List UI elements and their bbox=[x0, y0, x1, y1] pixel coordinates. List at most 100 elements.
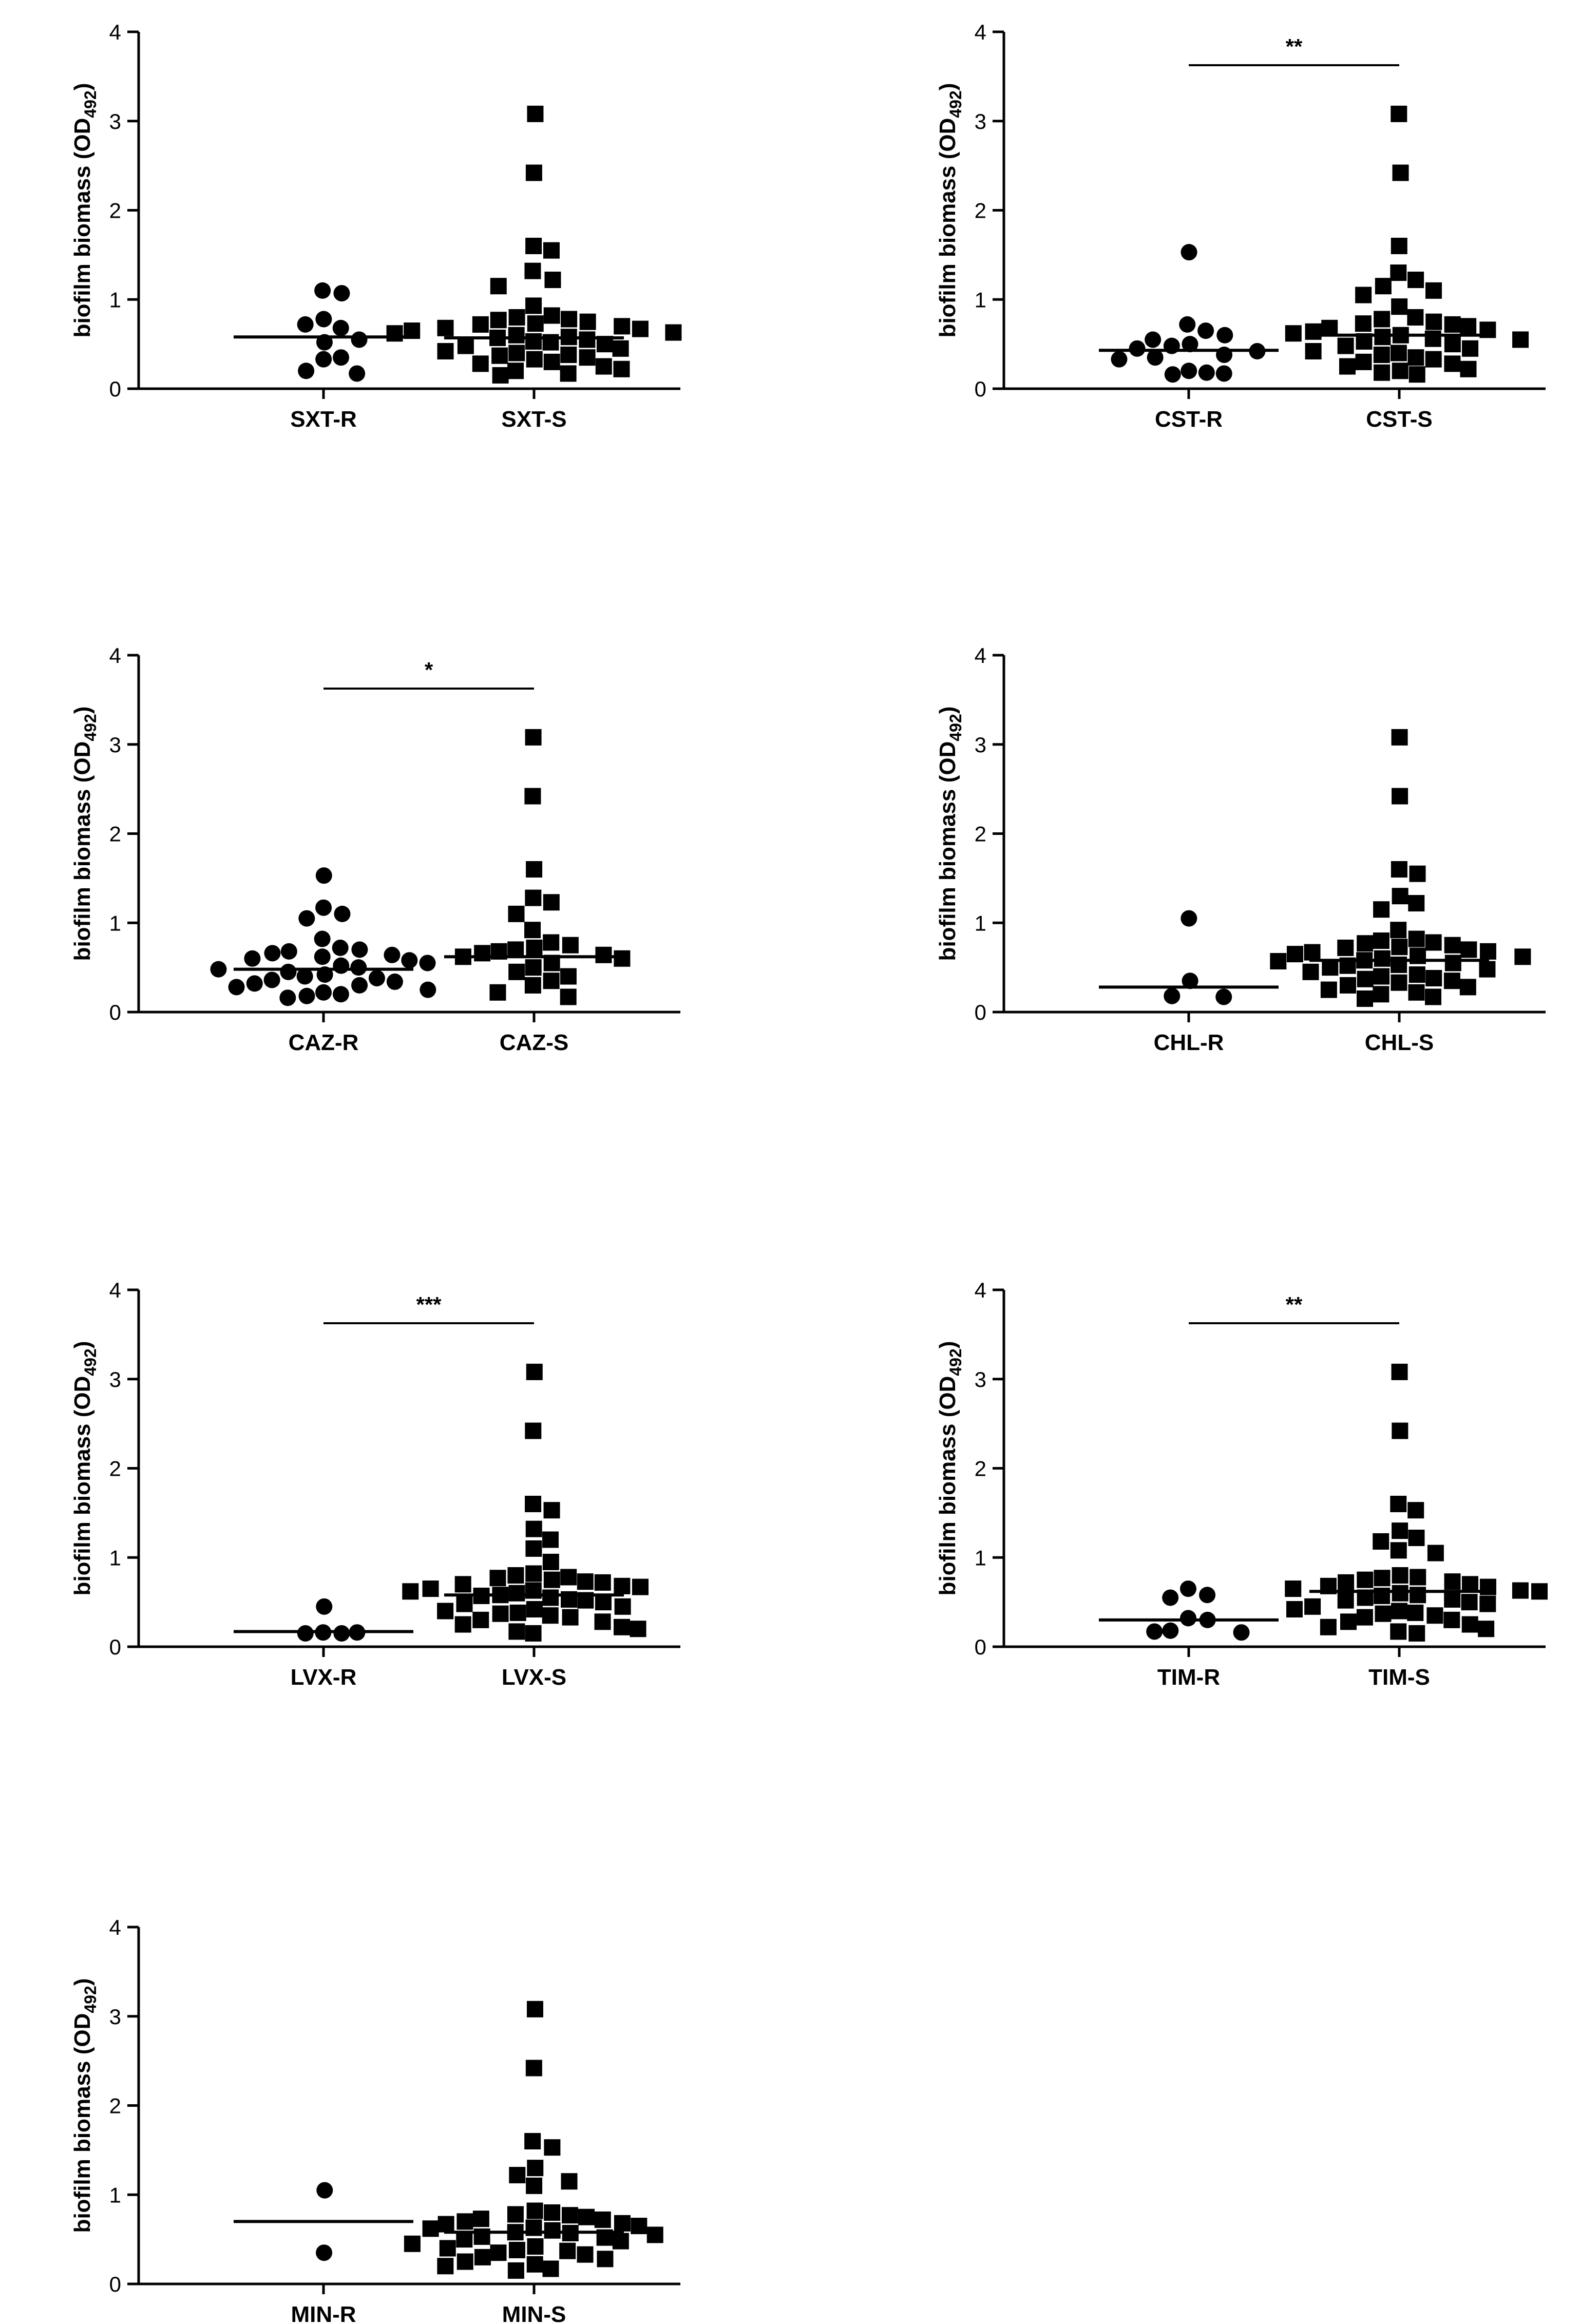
data-point-circle bbox=[1199, 1587, 1216, 1604]
data-point-square bbox=[457, 337, 474, 354]
data-point-square bbox=[508, 309, 525, 326]
data-point-square bbox=[1444, 316, 1461, 333]
category-label: SXT-S bbox=[501, 407, 566, 432]
data-point-circle bbox=[349, 365, 366, 382]
data-point-circle bbox=[419, 955, 436, 971]
data-point-square bbox=[474, 945, 491, 962]
data-point-square bbox=[614, 950, 631, 967]
data-point-square bbox=[1392, 1585, 1408, 1602]
y-tick-label: 4 bbox=[975, 643, 986, 668]
data-point-square bbox=[1460, 360, 1477, 377]
data-point-square bbox=[1374, 364, 1391, 381]
data-point-square bbox=[472, 316, 489, 333]
y-tick-label: 2 bbox=[975, 822, 986, 846]
data-point-square bbox=[1338, 1574, 1355, 1591]
data-point-circle bbox=[314, 930, 331, 947]
data-point-square bbox=[507, 941, 524, 958]
data-point-circle bbox=[1182, 336, 1198, 353]
y-tick-label: 0 bbox=[109, 1635, 121, 1659]
data-point-square bbox=[613, 360, 630, 377]
category-label: TIM-R bbox=[1157, 1665, 1220, 1690]
data-point-square bbox=[1270, 953, 1287, 969]
data-point-square bbox=[489, 1570, 506, 1587]
data-point-circle bbox=[1180, 1610, 1197, 1627]
data-point-square bbox=[472, 2211, 489, 2227]
data-point-square bbox=[594, 1613, 611, 1630]
category-label: CST-S bbox=[1366, 407, 1433, 432]
data-point-square bbox=[1392, 1567, 1408, 1584]
data-point-square bbox=[595, 946, 612, 963]
data-point-square bbox=[1321, 319, 1338, 336]
category-label: CAZ-S bbox=[500, 1030, 568, 1055]
y-tick-label: 3 bbox=[109, 2005, 121, 2029]
data-point-circle bbox=[351, 941, 368, 958]
data-point-square bbox=[1374, 311, 1391, 328]
data-point-circle bbox=[280, 943, 297, 960]
data-point-square bbox=[456, 2231, 473, 2248]
data-point-square bbox=[544, 2139, 561, 2156]
data-point-square bbox=[507, 2206, 524, 2223]
y-tick-label: 4 bbox=[975, 1278, 986, 1302]
data-point-square bbox=[1407, 1604, 1424, 1621]
data-point-circle bbox=[1182, 973, 1198, 989]
y-axis-label-subscript: 492 bbox=[81, 1986, 100, 2013]
y-tick-label: 3 bbox=[975, 1367, 986, 1392]
y-tick-label: 0 bbox=[109, 1000, 121, 1024]
data-point-square bbox=[1357, 970, 1374, 987]
category-label: MIN-S bbox=[502, 2302, 566, 2324]
data-point-square bbox=[560, 365, 577, 382]
y-axis-label: biofilm biomass (OD492) bbox=[935, 1341, 965, 1596]
data-point-circle bbox=[228, 979, 245, 996]
y-tick-label: 2 bbox=[975, 199, 986, 223]
y-axis-label-subscript: 492 bbox=[946, 714, 965, 741]
data-point-square bbox=[1410, 1569, 1426, 1586]
data-point-square bbox=[1392, 1422, 1408, 1439]
data-point-square bbox=[1373, 1533, 1389, 1550]
data-point-circle bbox=[1179, 316, 1196, 333]
y-axis-label-main: biofilm biomass (OD bbox=[935, 118, 960, 338]
data-point-square bbox=[1461, 1576, 1478, 1593]
data-point-square bbox=[1373, 346, 1390, 363]
y-tick-label: 2 bbox=[109, 1457, 121, 1481]
data-point-square bbox=[472, 355, 489, 372]
data-point-square bbox=[525, 333, 542, 350]
data-point-square bbox=[562, 1609, 579, 1626]
category-label: TIM-S bbox=[1368, 1665, 1430, 1690]
data-point-square bbox=[1407, 272, 1424, 289]
data-point-square bbox=[614, 318, 631, 335]
data-point-square bbox=[524, 2133, 541, 2149]
data-point-circle bbox=[334, 905, 351, 922]
data-point-circle bbox=[315, 867, 332, 884]
data-point-square bbox=[1304, 1598, 1321, 1615]
data-point-square bbox=[544, 2222, 561, 2239]
y-axis-label-close: ) bbox=[935, 83, 960, 91]
y-axis-label-main: biofilm biomass (OD bbox=[935, 1376, 960, 1596]
data-point-circle bbox=[1111, 351, 1128, 368]
data-point-square bbox=[1304, 944, 1321, 961]
data-point-circle bbox=[1181, 363, 1197, 379]
data-point-square bbox=[526, 939, 543, 956]
data-point-square bbox=[1391, 974, 1407, 991]
data-point-square bbox=[524, 262, 541, 279]
y-tick-label: 0 bbox=[975, 1000, 986, 1024]
y-tick-label: 2 bbox=[109, 199, 121, 223]
chart-panel-min: 0 1 2 3 4 MIN-R MIN-S biofilm biomass (OD492) bbox=[70, 1915, 680, 2324]
y-tick-label: 0 bbox=[109, 2272, 121, 2296]
data-point-square bbox=[526, 351, 543, 368]
data-point-square bbox=[508, 2241, 525, 2258]
data-point-square bbox=[614, 2215, 631, 2232]
data-point-circle bbox=[1179, 1580, 1196, 1597]
category-label: SXT-R bbox=[290, 407, 357, 432]
data-point-circle bbox=[298, 363, 315, 379]
data-point-square bbox=[525, 2060, 542, 2077]
data-point-circle bbox=[1233, 1624, 1250, 1641]
data-point-circle bbox=[1162, 1589, 1179, 1606]
y-tick-label: 3 bbox=[975, 109, 986, 134]
y-tick-label: 1 bbox=[975, 1546, 986, 1570]
data-point-square bbox=[1427, 1545, 1444, 1561]
data-point-circle bbox=[1164, 987, 1181, 1004]
data-point-square bbox=[1390, 345, 1407, 361]
data-point-square bbox=[577, 2246, 594, 2263]
y-tick-label: 3 bbox=[109, 1367, 121, 1392]
chart-panel-sxt: 0 1 2 3 4 SXT-R SXT-S biofilm biomass (OD492) bbox=[70, 20, 682, 432]
